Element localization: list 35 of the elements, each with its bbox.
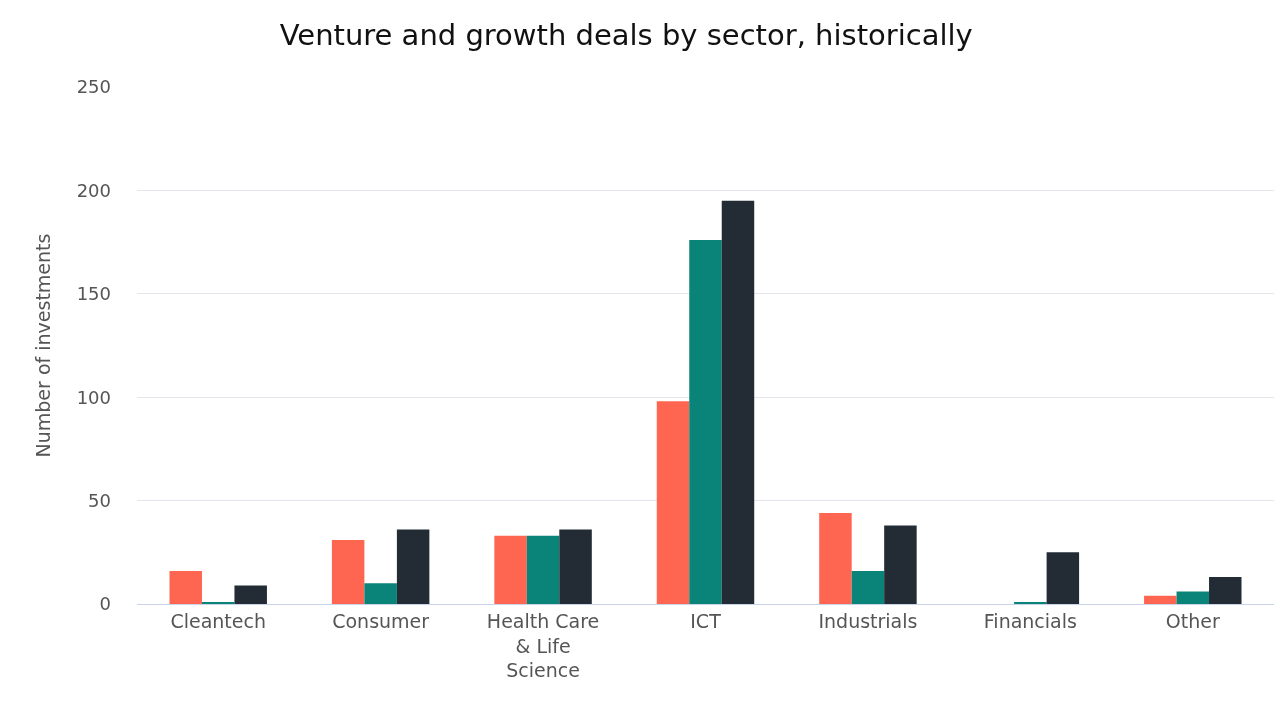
bar bbox=[201, 601, 235, 604]
bar bbox=[819, 513, 852, 604]
bar bbox=[1046, 552, 1080, 604]
x-tick-label: Industrials bbox=[818, 609, 918, 632]
bar bbox=[1144, 595, 1177, 604]
bar bbox=[364, 583, 397, 604]
x-tick-label: Health Care & Life Science bbox=[486, 609, 600, 682]
bar bbox=[851, 570, 885, 604]
y-tick-label: 100 bbox=[76, 386, 111, 408]
x-tick-label: Other bbox=[1165, 609, 1220, 632]
bar bbox=[689, 240, 722, 604]
bar bbox=[169, 570, 202, 604]
bar bbox=[721, 200, 755, 604]
bar bbox=[884, 525, 917, 604]
bar bbox=[559, 529, 592, 604]
bar bbox=[396, 529, 430, 604]
x-tick-label: Financials bbox=[983, 609, 1077, 632]
x-tick-label: Cleantech bbox=[170, 609, 266, 632]
bar bbox=[656, 401, 690, 604]
bar bbox=[331, 539, 365, 604]
y-axis-title: Number of investments bbox=[32, 233, 55, 458]
y-tick-label: 0 bbox=[99, 593, 111, 615]
y-tick-label: 50 bbox=[88, 489, 111, 511]
y-tick-label: 250 bbox=[76, 76, 111, 98]
bar bbox=[526, 535, 560, 604]
chart-title: Venture and growth deals by sector, historically bbox=[279, 17, 973, 52]
x-tick-label: ICT bbox=[690, 609, 722, 632]
bar bbox=[1176, 591, 1210, 604]
y-tick-label: 150 bbox=[76, 283, 111, 305]
bar bbox=[1209, 577, 1242, 604]
bar bbox=[1014, 601, 1047, 604]
y-tick-label: 200 bbox=[76, 179, 111, 201]
x-tick-label: Consumer bbox=[332, 609, 430, 632]
bar bbox=[494, 535, 527, 604]
bar bbox=[234, 585, 267, 604]
